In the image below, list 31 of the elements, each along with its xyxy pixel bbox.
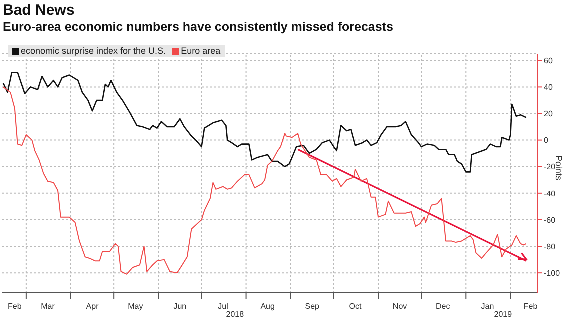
legend-label: Euro area (181, 46, 221, 56)
y-tick-label: -100 (544, 268, 561, 278)
x-tick-label: Apr (86, 302, 100, 311)
x-tick-label: Feb (8, 302, 22, 311)
y-tick-label: -20 (544, 162, 556, 172)
y-tick-label: -40 (544, 189, 556, 198)
x-tick-label: Dec (436, 302, 450, 311)
chart-subtitle: Euro-area economic numbers have consistently missed forecasts (3, 20, 394, 34)
text: 2018 (226, 310, 244, 319)
text: 2019 (494, 310, 512, 319)
x-tick-label: Feb (524, 302, 538, 311)
chart-title: Bad News (3, 2, 75, 19)
x-tick-label: May (128, 302, 144, 311)
x-tick-label: Nov (392, 302, 408, 311)
legend-label: economic surprise index for the U.S. (21, 46, 166, 56)
x-tick-label: Sep (305, 302, 320, 311)
y-tick-label: -60 (544, 216, 556, 225)
line-series (2, 86, 528, 275)
x-tick-label: Aug (260, 302, 275, 311)
x-tick-label: Jul (218, 302, 229, 311)
y-axis-title: Points (554, 154, 564, 180)
y-tick-label: 0 (544, 136, 549, 146)
line-series (2, 72, 528, 173)
y-tick-label: -80 (544, 242, 556, 252)
x-tick-label: Oct (349, 302, 362, 311)
y-tick-label: 60 (544, 56, 554, 66)
y-tick-label: 40 (544, 83, 554, 92)
y-tick-label: 20 (544, 110, 554, 119)
x-tick-label: Jun (174, 302, 187, 311)
x-tick-label: Mar (41, 302, 56, 311)
x-tick-label: Jan (481, 302, 494, 311)
